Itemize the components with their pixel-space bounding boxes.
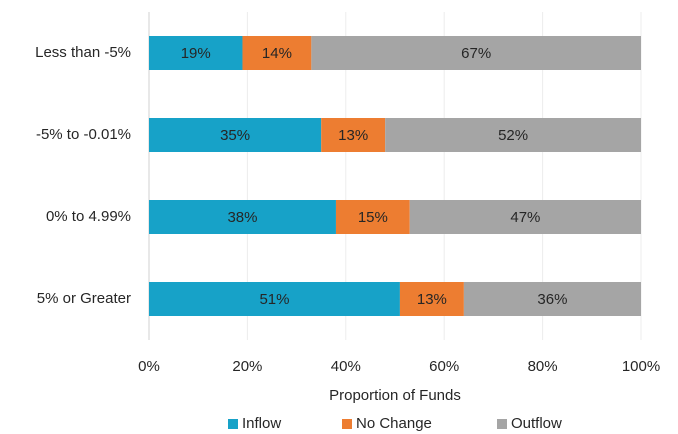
bar-segment [335,200,410,234]
bar-segment [463,282,641,316]
y-tick-label: 0% to 4.99% [46,208,131,225]
y-tick-label: -5% to -0.01% [36,126,131,143]
data-label: 47% [510,209,540,226]
bar-segment [385,118,641,152]
x-tick-label: 60% [429,358,459,375]
x-tick-label: 20% [232,358,262,375]
bar-segment [311,36,641,70]
data-label: 35% [220,127,250,144]
legend-swatch [228,419,238,429]
y-tick-label: Less than -5% [35,44,131,61]
legend-swatch [342,419,352,429]
data-label: 38% [227,209,257,226]
x-tick-label: 80% [528,358,558,375]
data-label: 67% [461,45,491,62]
legend-label: No Change [356,415,432,432]
bar-segment [409,200,641,234]
data-label: 52% [498,127,528,144]
data-label: 13% [417,291,447,308]
bar-segment [399,282,464,316]
bar-segment [149,200,336,234]
bar-segment [242,36,312,70]
data-label: 36% [537,291,567,308]
data-label: 13% [338,127,368,144]
data-label: 19% [181,45,211,62]
bar-segment [149,36,243,70]
x-axis-title: Proportion of Funds [329,387,461,404]
data-label: 15% [358,209,388,226]
x-tick-label: 0% [138,358,160,375]
data-label: 14% [262,45,292,62]
bar-segment [149,282,400,316]
legend-label: Outflow [511,415,562,432]
legend-label: Inflow [242,415,281,432]
x-tick-label: 100% [622,358,660,375]
data-label: 51% [259,291,289,308]
y-tick-label: 5% or Greater [37,290,131,307]
bar-segment [149,118,322,152]
x-tick-label: 40% [331,358,361,375]
legend-swatch [497,419,507,429]
bar-segment [321,118,386,152]
